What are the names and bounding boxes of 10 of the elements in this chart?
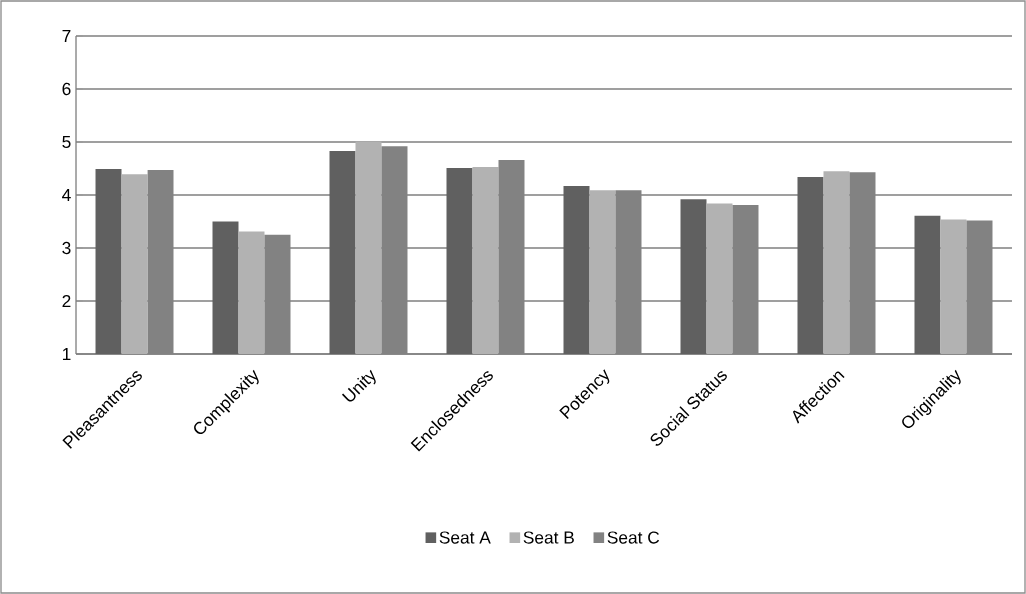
y-tick-label: 3 bbox=[62, 241, 71, 255]
y-tick-label: 5 bbox=[62, 135, 71, 149]
y-tick-label: 4 bbox=[62, 189, 71, 201]
legend-label: Seat C bbox=[607, 531, 660, 544]
y-tick-label: 2 bbox=[62, 294, 71, 308]
y-tick-label: 1 bbox=[62, 348, 71, 360]
y-tick-label: 7 bbox=[62, 30, 71, 42]
legend-label: Seat A bbox=[439, 531, 491, 544]
y-tick-label: 6 bbox=[62, 82, 71, 96]
legend-label: Seat B bbox=[523, 531, 574, 544]
